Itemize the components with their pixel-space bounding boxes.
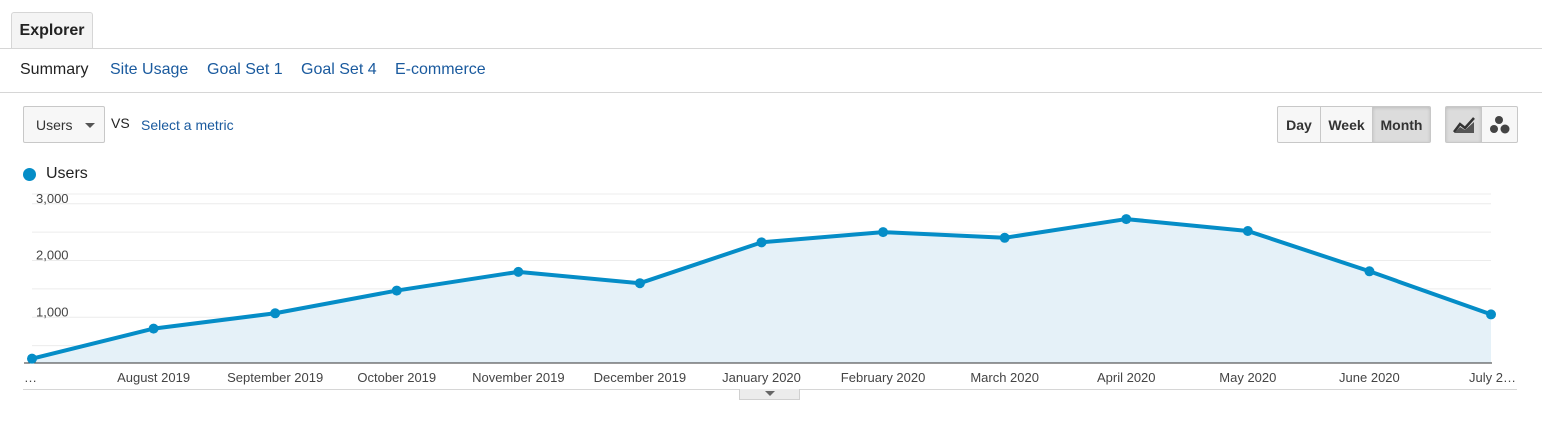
x-tick-label: June 2020 xyxy=(1339,370,1400,385)
week-button[interactable]: Week xyxy=(1320,106,1373,143)
day-button[interactable]: Day xyxy=(1277,106,1321,143)
tab-strip: Explorer xyxy=(0,0,1542,49)
vs-label: VS xyxy=(111,115,130,131)
data-point xyxy=(391,285,402,296)
y-tick-label: 3,000 xyxy=(36,191,69,206)
x-tick-label: May 2020 xyxy=(1219,370,1276,385)
report-subnav: Summary Site Usage Goal Set 1 Goal Set 4… xyxy=(0,49,1542,93)
chevron-down-icon xyxy=(85,123,95,128)
users-area-chart: 3,000 2,000 1,000 … August 2019 September 201… xyxy=(24,191,1516,385)
y-tick-label: 1,000 xyxy=(36,304,69,319)
data-point xyxy=(513,266,524,277)
subnav-goal-set-1[interactable]: Goal Set 1 xyxy=(207,61,283,78)
x-tick-label: March 2020 xyxy=(970,370,1039,385)
x-tick-label: April 2020 xyxy=(1097,370,1156,385)
granularity-toggle: Day Week Month xyxy=(1277,106,1431,143)
data-point xyxy=(756,237,767,248)
select-metric-link[interactable]: Select a metric xyxy=(141,117,234,133)
tab-explorer[interactable]: Explorer xyxy=(11,12,93,48)
chart-expander-handle[interactable] xyxy=(739,389,800,400)
legend-label: Users xyxy=(46,165,88,182)
x-tick-label: December 2019 xyxy=(594,370,687,385)
legend-swatch xyxy=(23,168,36,181)
data-point xyxy=(1486,309,1496,320)
data-point xyxy=(1364,266,1375,277)
y-tick-label: 2,000 xyxy=(36,248,69,263)
bubble-chart-button[interactable] xyxy=(1481,106,1518,143)
chevron-down-icon xyxy=(765,391,775,396)
data-point xyxy=(148,323,159,334)
line-chart-icon xyxy=(1452,116,1475,133)
month-button[interactable]: Month xyxy=(1372,106,1431,143)
subnav-site-usage[interactable]: Site Usage xyxy=(110,61,189,78)
chart-type-toggle xyxy=(1445,106,1518,143)
x-tick-label: October 2019 xyxy=(357,370,436,385)
metric-dropdown[interactable]: Users xyxy=(23,106,105,143)
x-tick-label: August 2019 xyxy=(117,370,190,385)
x-tick-label: November 2019 xyxy=(472,370,565,385)
data-point xyxy=(1121,214,1132,225)
data-point xyxy=(27,353,37,364)
line-chart-button[interactable] xyxy=(1445,106,1482,143)
data-point xyxy=(999,232,1010,243)
x-tick-label: … xyxy=(24,370,37,385)
x-tick-label: September 2019 xyxy=(227,370,323,385)
metric-dropdown-label: Users xyxy=(36,117,73,133)
series-area-fill xyxy=(32,219,1491,363)
data-point xyxy=(270,308,281,319)
x-tick-label: February 2020 xyxy=(841,370,926,385)
subnav-goal-set-4[interactable]: Goal Set 4 xyxy=(301,61,377,78)
data-point xyxy=(878,227,889,238)
x-tick-label: January 2020 xyxy=(722,370,801,385)
bubble-chart-icon xyxy=(1489,115,1509,133)
data-point xyxy=(634,278,645,289)
x-tick-label: July 2… xyxy=(1469,370,1516,385)
subnav-ecommerce[interactable]: E-commerce xyxy=(395,61,486,78)
data-point xyxy=(1242,225,1253,236)
subnav-summary[interactable]: Summary xyxy=(20,61,89,78)
